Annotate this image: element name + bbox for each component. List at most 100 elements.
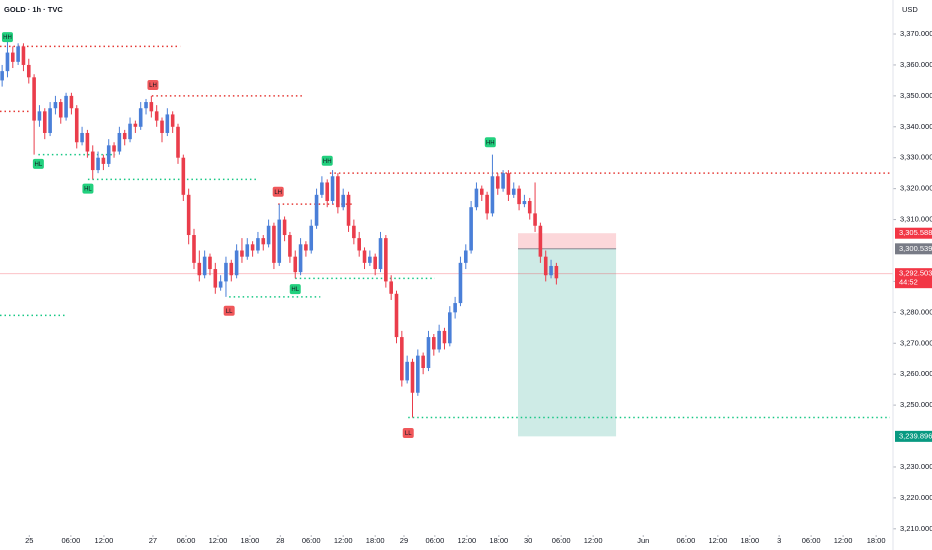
candle-body xyxy=(405,361,409,381)
x-tick-label: 25 xyxy=(25,536,33,545)
candle-body xyxy=(304,244,308,251)
annotation-box xyxy=(321,155,333,166)
price-tag-label: 3,305.588 xyxy=(899,228,932,237)
x-tick-label: 06:00 xyxy=(676,536,695,545)
candle-body xyxy=(229,262,234,276)
candle-body xyxy=(330,176,335,202)
y-tick-label: 3,370.000 xyxy=(900,29,932,38)
candle-body xyxy=(320,182,324,195)
annotation-label: LL xyxy=(226,309,233,315)
candle-body xyxy=(352,225,356,239)
candle-body xyxy=(314,194,319,226)
candle-body xyxy=(208,256,212,270)
candle-body xyxy=(453,303,457,313)
currency: USD xyxy=(902,5,918,14)
x-tick-label: 12:00 xyxy=(834,536,853,545)
candle-body xyxy=(447,312,452,344)
candle-body xyxy=(463,250,468,263)
y-tick-label: 3,340.000 xyxy=(900,122,932,131)
annotation-box xyxy=(402,427,414,438)
candle-body xyxy=(272,225,276,263)
annotation-box xyxy=(272,186,284,197)
candle-body xyxy=(133,123,138,127)
y-tick-label: 3,250.000 xyxy=(900,400,932,409)
candle-body xyxy=(378,238,383,270)
candle-body xyxy=(53,102,58,109)
candle-body xyxy=(74,108,79,143)
candle-body xyxy=(362,250,367,263)
annotation-label: HL xyxy=(291,287,299,293)
candle-body xyxy=(170,114,175,127)
candle-body xyxy=(346,194,351,226)
candle-body xyxy=(506,173,511,195)
candle-body xyxy=(234,250,239,276)
candle-body xyxy=(160,120,164,133)
candle-body xyxy=(490,176,495,214)
candle-body xyxy=(495,176,500,189)
y-tick-label: 3,350.000 xyxy=(900,91,932,100)
price-tag-label: 3,300.539 xyxy=(899,244,932,253)
x-tick-label: 27 xyxy=(149,536,157,545)
candle-body xyxy=(469,207,473,251)
candle-body xyxy=(479,188,484,195)
x-tick-label: 18:00 xyxy=(867,536,886,545)
candle-body xyxy=(437,330,441,350)
annotation-box xyxy=(1,32,13,43)
candle-body xyxy=(58,102,63,118)
x-tick-label: 12:00 xyxy=(334,536,353,545)
candle-body xyxy=(389,281,393,294)
candle-body xyxy=(192,235,196,263)
candle-body xyxy=(442,330,447,344)
annotation-box xyxy=(82,183,94,194)
x-tick-label: 18:00 xyxy=(489,536,508,545)
candle-body xyxy=(400,337,404,381)
candle-body xyxy=(298,244,303,273)
chart-title: GOLD · 1h · TVC xyxy=(4,5,63,14)
candle-body xyxy=(373,256,377,270)
candle-body xyxy=(421,355,425,369)
candle-body xyxy=(149,102,154,112)
candle-body xyxy=(511,188,516,195)
x-tick-label: 28 xyxy=(276,536,284,545)
candle-body xyxy=(368,256,372,263)
candle-body xyxy=(341,194,346,208)
annotation-label: HH xyxy=(3,35,12,41)
candle-body xyxy=(154,111,159,121)
candle-body xyxy=(282,219,287,236)
candle-body xyxy=(181,157,186,195)
candle-body xyxy=(543,256,548,276)
y-tick-label: 3,210.000 xyxy=(900,524,932,533)
x-tick-label: 18:00 xyxy=(241,536,260,545)
candle-body xyxy=(240,250,244,257)
x-tick-label: 12:00 xyxy=(209,536,228,545)
y-tick-label: 3,220.000 xyxy=(900,493,932,502)
candle-body xyxy=(32,77,36,121)
y-tick-label: 3,310.000 xyxy=(900,215,932,224)
candle-body xyxy=(517,188,521,205)
candle-body xyxy=(42,111,47,133)
annotation-box xyxy=(289,284,301,295)
candle-body xyxy=(90,151,95,171)
candle-body xyxy=(256,238,260,251)
price-tag-label: 3,239.896 xyxy=(899,431,932,440)
candle-body xyxy=(37,111,42,121)
candle-body xyxy=(48,108,52,133)
candle-body xyxy=(16,46,20,62)
annotation-box xyxy=(223,305,235,316)
price-tag xyxy=(895,243,932,255)
candle-body xyxy=(101,157,106,164)
candle-body xyxy=(186,194,191,236)
candle-body xyxy=(0,71,4,81)
y-tick-label: 3,280.000 xyxy=(900,307,932,316)
candle-body xyxy=(533,213,537,226)
candle-body xyxy=(309,225,314,251)
candle-body xyxy=(474,188,479,208)
annotation-box xyxy=(484,137,496,148)
y-tick-label: 3,360.000 xyxy=(900,60,932,69)
candle-body xyxy=(106,145,111,164)
candle-body xyxy=(96,157,100,171)
annotation-box xyxy=(147,80,159,91)
candle-body xyxy=(26,64,31,78)
y-tick-label: 3,260.000 xyxy=(900,369,932,378)
candle-body xyxy=(336,176,340,208)
